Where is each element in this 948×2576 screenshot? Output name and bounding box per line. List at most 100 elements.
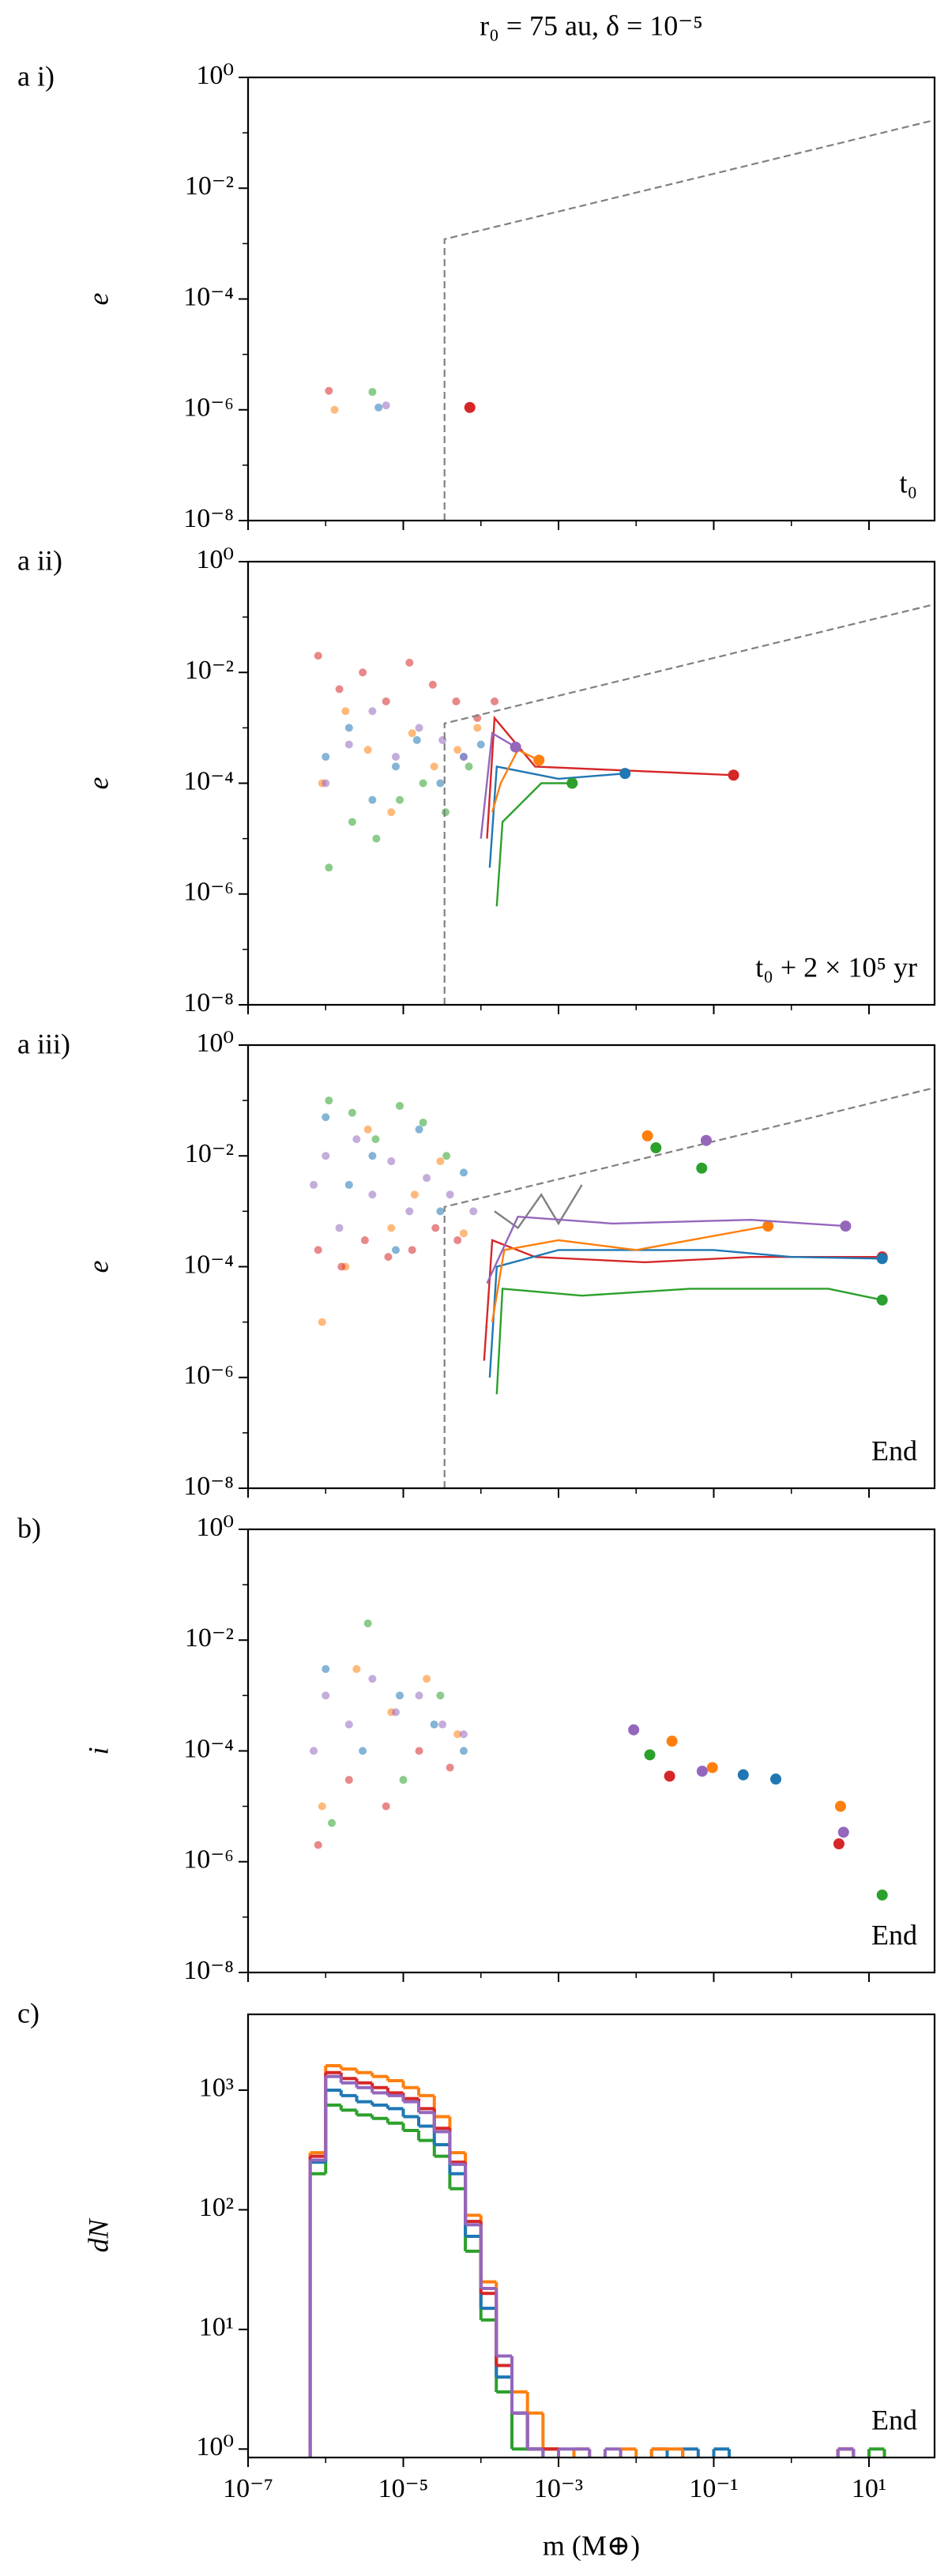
particle <box>368 1152 377 1160</box>
x-axis-label: m (M⊕) <box>543 2529 640 2561</box>
track-end <box>728 769 739 781</box>
particle <box>359 668 367 677</box>
panel-label: a iii) <box>17 1028 70 1059</box>
isolation-line <box>443 1086 935 1488</box>
particle <box>363 1619 372 1628</box>
particle <box>352 1664 361 1673</box>
body <box>833 1838 845 1850</box>
particle <box>415 1125 423 1134</box>
particle <box>465 762 473 771</box>
particle <box>453 1730 462 1739</box>
particle <box>368 1675 377 1683</box>
plot-area <box>325 118 935 521</box>
y-tick-label: 10⁻² <box>185 1139 234 1168</box>
particle <box>368 795 377 804</box>
y-tick-label: 10⁰ <box>196 545 234 574</box>
track <box>488 765 626 868</box>
y-tick-label: 10⁻⁴ <box>183 282 234 311</box>
y-tick-label: 10⁻⁶ <box>183 878 234 907</box>
y-tick-label: 10⁰ <box>196 2432 234 2461</box>
y-tick-label: 10⁻⁶ <box>183 393 234 423</box>
y-tick-label: 10¹ <box>199 2313 234 2342</box>
particle <box>442 1152 451 1160</box>
track <box>486 715 734 839</box>
y-tick-label: 10⁻⁴ <box>183 1250 234 1279</box>
body <box>770 1773 782 1785</box>
track <box>494 1184 583 1230</box>
y-tick-label: 10⁻² <box>185 171 234 201</box>
particle <box>314 652 322 660</box>
particle <box>325 386 333 395</box>
plot-area <box>308 2064 886 2458</box>
y-axis-label: i <box>82 1747 114 1754</box>
body <box>696 1162 708 1174</box>
track-end <box>533 754 545 766</box>
x-tick-label: 10⁻⁷ <box>223 2474 273 2503</box>
particle <box>436 1157 445 1166</box>
particle <box>405 658 414 667</box>
particle <box>341 707 350 716</box>
particle <box>348 818 356 826</box>
particle <box>436 1207 445 1216</box>
particle <box>441 808 450 817</box>
particle <box>359 1747 367 1755</box>
particle <box>310 1180 318 1189</box>
track-end <box>619 768 631 780</box>
x-tick-label: 10⁻³ <box>534 2474 583 2503</box>
y-tick-label: 10³ <box>199 2074 234 2103</box>
annotation: t₀ + 2 × 10⁵ yr <box>755 951 917 983</box>
y-tick-label: 10⁻² <box>185 1623 234 1653</box>
particle <box>335 1224 344 1232</box>
particle <box>322 1152 330 1160</box>
particle <box>363 1125 372 1134</box>
track-end <box>566 777 578 789</box>
particle <box>453 1236 462 1245</box>
y-axis-label: dN <box>82 2218 114 2253</box>
annotation: End <box>871 1919 917 1950</box>
axes-frame <box>246 1528 936 1974</box>
track <box>491 1224 769 1322</box>
particle <box>459 753 468 762</box>
plot-area <box>314 603 935 1005</box>
chart-title: r₀ = 75 au, δ = 10⁻⁵ <box>480 9 703 41</box>
y-axis-label: e <box>82 777 114 789</box>
particle <box>363 746 372 754</box>
track <box>495 1288 882 1394</box>
particle <box>431 1224 440 1232</box>
particle <box>325 1096 333 1105</box>
particle <box>352 1135 361 1144</box>
particle <box>459 1730 468 1739</box>
body <box>706 1762 718 1773</box>
particle <box>430 1720 438 1729</box>
body <box>700 1134 712 1146</box>
particle <box>459 1747 468 1755</box>
particle <box>374 403 383 412</box>
plot-area <box>310 1619 888 1901</box>
y-tick-label: 10⁻⁴ <box>183 1734 234 1763</box>
particle <box>368 1190 377 1199</box>
body <box>664 1770 675 1782</box>
particle <box>412 735 421 744</box>
particle <box>391 753 400 762</box>
body <box>666 1736 678 1747</box>
body <box>464 401 476 413</box>
particle <box>387 1224 396 1232</box>
particle <box>419 779 427 788</box>
particle <box>310 1747 318 1755</box>
particle <box>436 779 445 788</box>
particle <box>387 808 396 817</box>
particle <box>491 697 499 705</box>
particle <box>391 762 400 771</box>
particle <box>438 1720 447 1729</box>
body <box>834 1800 846 1812</box>
particle <box>428 680 437 689</box>
y-tick-label: 10⁻⁴ <box>183 766 234 795</box>
particle <box>318 1318 326 1326</box>
track-end <box>876 1294 888 1306</box>
panel-label: b) <box>17 1512 41 1544</box>
particle <box>395 1691 404 1700</box>
particle <box>436 1691 445 1700</box>
body <box>696 1766 708 1777</box>
y-tick-label: 10⁰ <box>196 61 234 90</box>
particle <box>459 1229 468 1238</box>
